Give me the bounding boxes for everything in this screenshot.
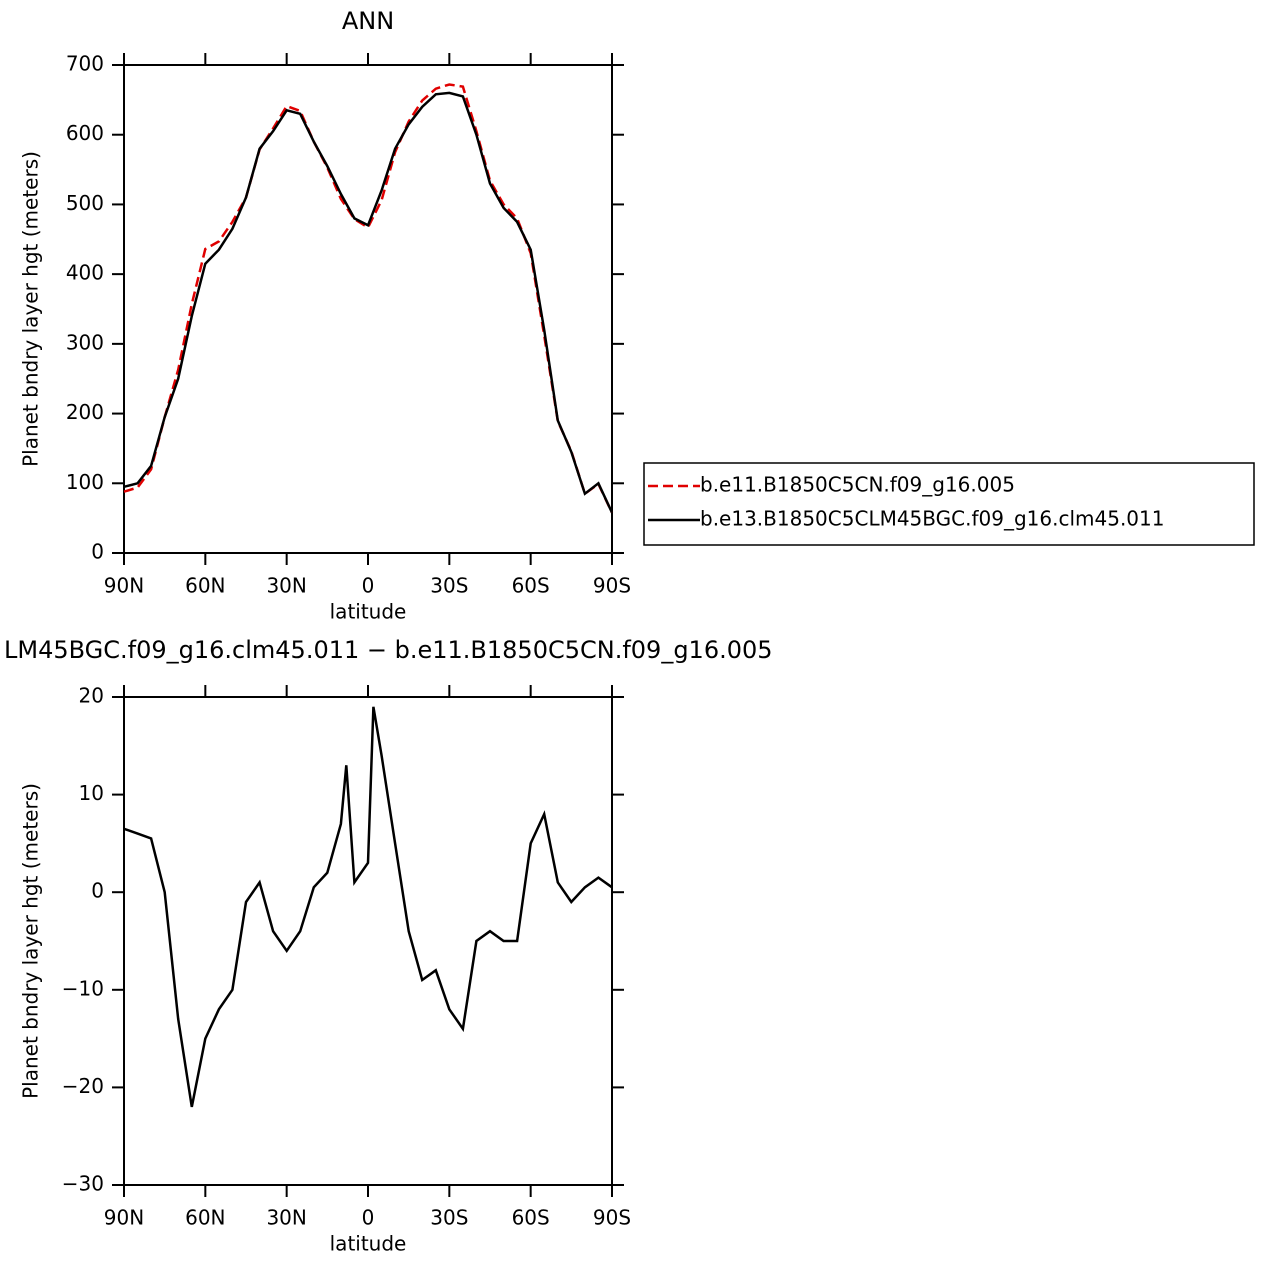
y-tick-label: 200: [66, 400, 104, 424]
x-tick-label: 30N: [266, 1206, 306, 1230]
y-tick-label: −10: [62, 976, 104, 1000]
y-tick-label: 500: [66, 191, 104, 215]
legend-box: [643, 462, 1255, 546]
plot-frame: [123, 696, 613, 1186]
x-tick-label: 0: [362, 1206, 375, 1230]
x-axis-label: latitude: [330, 600, 407, 624]
y-tick-label: 600: [66, 121, 104, 145]
chart-title: LM45BGC.f09_g16.clm45.011 − b.e11.B1850C…: [4, 636, 773, 664]
x-tick-label: 30S: [430, 574, 468, 598]
y-axis-label: Planet bndry layer hgt (meters): [19, 783, 43, 1099]
y-tick-label: 10: [79, 781, 104, 805]
y-tick-label: 20: [79, 684, 104, 708]
x-tick-label: 60N: [185, 1206, 225, 1230]
y-tick-label: 300: [66, 330, 104, 354]
x-tick-label: 90S: [593, 574, 631, 598]
y-tick-label: −20: [62, 1074, 104, 1098]
plot-frame: [123, 64, 613, 554]
x-tick-label: 60S: [512, 1206, 550, 1230]
x-axis-label: latitude: [330, 1232, 407, 1256]
legend-label: b.e13.B1850C5CLM45BGC.f09_g16.clm45.011: [700, 507, 1164, 531]
x-tick-label: 60N: [185, 574, 225, 598]
y-tick-label: 400: [66, 261, 104, 285]
chart-title: ANN: [342, 7, 394, 35]
x-tick-label: 0: [362, 574, 375, 598]
x-tick-label: 90N: [104, 574, 144, 598]
x-tick-label: 30N: [266, 574, 306, 598]
y-tick-label: 0: [91, 540, 104, 564]
x-tick-label: 90N: [104, 1206, 144, 1230]
x-tick-label: 30S: [430, 1206, 468, 1230]
x-tick-label: 90S: [593, 1206, 631, 1230]
y-axis-label: Planet bndry layer hgt (meters): [19, 151, 43, 467]
data-line: [123, 91, 614, 514]
x-tick-label: 60S: [512, 574, 550, 598]
y-tick-label: 700: [66, 52, 104, 76]
legend-label: b.e11.B1850C5CN.f09_g16.005: [700, 473, 1015, 497]
y-tick-label: −30: [62, 1172, 104, 1196]
y-tick-label: 0: [91, 879, 104, 903]
data-line: [123, 706, 613, 1108]
y-tick-label: 100: [66, 470, 104, 494]
